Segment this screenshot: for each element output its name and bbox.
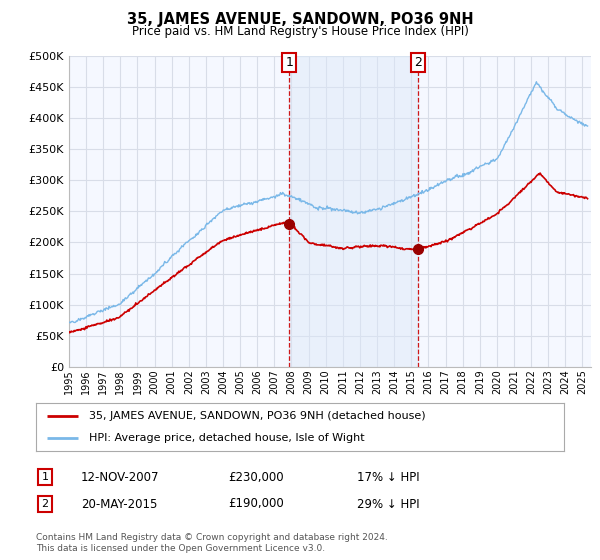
Text: 35, JAMES AVENUE, SANDOWN, PO36 9NH (detached house): 35, JAMES AVENUE, SANDOWN, PO36 9NH (det… (89, 411, 425, 421)
Text: Price paid vs. HM Land Registry's House Price Index (HPI): Price paid vs. HM Land Registry's House … (131, 25, 469, 38)
Text: 2: 2 (414, 56, 422, 69)
Text: HPI: Average price, detached house, Isle of Wight: HPI: Average price, detached house, Isle… (89, 433, 364, 443)
Text: 29% ↓ HPI: 29% ↓ HPI (357, 497, 419, 511)
Text: 12-NOV-2007: 12-NOV-2007 (81, 470, 160, 484)
Text: Contains HM Land Registry data © Crown copyright and database right 2024.
This d: Contains HM Land Registry data © Crown c… (36, 533, 388, 553)
Text: 1: 1 (286, 56, 293, 69)
Text: £230,000: £230,000 (228, 470, 284, 484)
Text: 17% ↓ HPI: 17% ↓ HPI (357, 470, 419, 484)
Text: 35, JAMES AVENUE, SANDOWN, PO36 9NH: 35, JAMES AVENUE, SANDOWN, PO36 9NH (127, 12, 473, 27)
Bar (289, 56, 418, 367)
Text: 1: 1 (41, 472, 49, 482)
Text: £190,000: £190,000 (228, 497, 284, 511)
Text: 2: 2 (41, 499, 49, 509)
Text: 20-MAY-2015: 20-MAY-2015 (81, 497, 157, 511)
